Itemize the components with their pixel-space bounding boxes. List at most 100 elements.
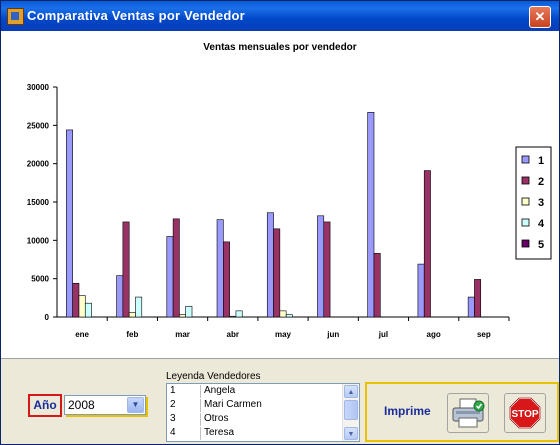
x-tick-label: jul	[378, 330, 388, 339]
bar-series-1	[317, 215, 325, 318]
printer-icon	[452, 398, 485, 428]
print-panel: Imprime STOP	[365, 382, 559, 442]
stop-sign-icon: STOP	[509, 397, 541, 429]
x-tick-label: mar	[175, 330, 190, 339]
vendor-number: 2	[170, 399, 176, 410]
scroll-down-icon: ▼	[347, 431, 355, 438]
bar-series-1	[66, 129, 73, 318]
bar-series-3	[179, 314, 187, 318]
x-tick-label: may	[275, 330, 292, 339]
vendor-name: Mari Carmen	[204, 399, 262, 410]
app-icon	[7, 8, 24, 25]
bar-series-2	[373, 253, 381, 318]
vendors-legend-title: Leyenda Vendedores	[166, 371, 261, 382]
column-divider	[200, 385, 201, 398]
bar-series-4	[185, 305, 193, 318]
year-dropdown-button[interactable]: ▼	[127, 397, 144, 413]
y-tick-label: 30000	[27, 83, 50, 92]
chart-legend	[515, 146, 552, 260]
list-scrollbar[interactable]: ▲ ▼	[342, 384, 359, 441]
legend-swatch-1	[521, 155, 530, 164]
year-select-value: 2008	[68, 398, 95, 412]
x-tick-label: sep	[477, 330, 491, 339]
legend-swatch-3	[521, 197, 530, 206]
x-tick-label: abr	[227, 330, 239, 339]
y-tick-label: 5000	[31, 275, 49, 284]
list-item[interactable]: 1 Angela	[167, 385, 342, 398]
controls-panel: Año 2008 ▼ Leyenda Vendedores 1 Angela 2…	[1, 358, 559, 444]
x-tick-label: jun	[326, 330, 339, 339]
bar-series-2	[223, 241, 230, 318]
bar-series-4	[235, 310, 243, 318]
y-tick-label: 15000	[27, 198, 50, 207]
chevron-down-icon: ▼	[131, 400, 140, 409]
bar-series-2	[273, 228, 281, 318]
x-tick-label: ago	[427, 330, 441, 339]
bar-series-4	[285, 314, 293, 318]
legend-label-3: 3	[538, 197, 544, 209]
y-tick-label: 0	[45, 313, 50, 322]
vendor-number: 3	[170, 413, 176, 424]
window-title: Comparativa Ventas por Vendedor	[27, 8, 245, 23]
bar-series-1	[467, 296, 475, 318]
vendor-number: 4	[170, 427, 176, 438]
print-button[interactable]	[447, 393, 489, 433]
list-item[interactable]: 3 Otros	[167, 413, 342, 426]
print-label: Imprime	[384, 404, 431, 418]
scroll-thumb[interactable]	[344, 400, 358, 420]
column-divider	[200, 399, 201, 412]
bar-series-3	[229, 315, 237, 318]
y-tick-label: 10000	[27, 236, 50, 245]
bar-series-3	[78, 295, 86, 318]
x-tick-label: ene	[75, 330, 89, 339]
column-divider	[200, 413, 201, 426]
legend-label-1: 1	[538, 155, 544, 167]
bar-series-2	[172, 218, 180, 318]
bar-series-2	[474, 279, 482, 318]
vendor-name: Otros	[204, 413, 229, 424]
title-bar[interactable]: Comparativa Ventas por Vendedor ✕	[1, 1, 559, 31]
vendor-number: 1	[170, 385, 176, 396]
scroll-up-icon: ▲	[347, 389, 355, 396]
bar-series-1	[266, 212, 274, 318]
bar-series-2	[423, 170, 431, 318]
legend-swatch-5	[521, 239, 530, 248]
x-tick-label: feb	[126, 330, 138, 339]
bar-series-1	[116, 275, 124, 318]
stop-button[interactable]: STOP	[504, 393, 546, 433]
legend-label-2: 2	[538, 176, 544, 188]
vendor-name: Teresa	[204, 427, 235, 438]
bar-series-3	[279, 310, 287, 318]
close-icon: ✕	[534, 9, 546, 24]
list-item[interactable]: 4 Teresa	[167, 427, 342, 440]
legend-swatch-4	[521, 218, 530, 227]
bar-series-4	[84, 302, 92, 318]
stop-label: STOP	[511, 409, 538, 420]
legend-swatch-2	[521, 176, 530, 185]
bar-series-1	[367, 112, 375, 318]
list-item[interactable]: 2 Mari Carmen	[167, 399, 342, 412]
column-divider	[200, 427, 201, 440]
bar-series-1	[166, 236, 174, 318]
chart-panel: Ventas mensuales por vendedor 0 5000 10000…	[1, 31, 559, 358]
bar-series-4	[135, 296, 143, 318]
legend-label-4: 4	[538, 218, 545, 230]
close-button[interactable]: ✕	[529, 6, 551, 28]
y-tick-label: 20000	[27, 160, 50, 169]
bar-series-2	[122, 221, 130, 318]
sales-bar-chart: 0 5000 10000 15000 20000 25000 30000 ene feb mar a…	[27, 83, 552, 339]
bar-series-2	[323, 221, 331, 318]
y-tick-label: 25000	[27, 121, 50, 130]
scroll-up-button[interactable]: ▲	[344, 385, 358, 398]
year-select[interactable]: 2008 ▼	[64, 395, 146, 415]
chart-title: Ventas mensuales por vendedor	[203, 42, 357, 53]
bar-series-1	[417, 263, 425, 318]
bar-series-2	[72, 282, 80, 318]
vendor-name: Angela	[204, 385, 236, 396]
legend-label-5: 5	[538, 239, 544, 251]
scroll-down-button[interactable]: ▼	[344, 427, 358, 440]
vendors-list[interactable]: 1 Angela 2 Mari Carmen 3 Otros 4 Teresa …	[166, 383, 360, 442]
bar-series-1	[216, 219, 224, 318]
year-label: Año	[28, 394, 62, 417]
